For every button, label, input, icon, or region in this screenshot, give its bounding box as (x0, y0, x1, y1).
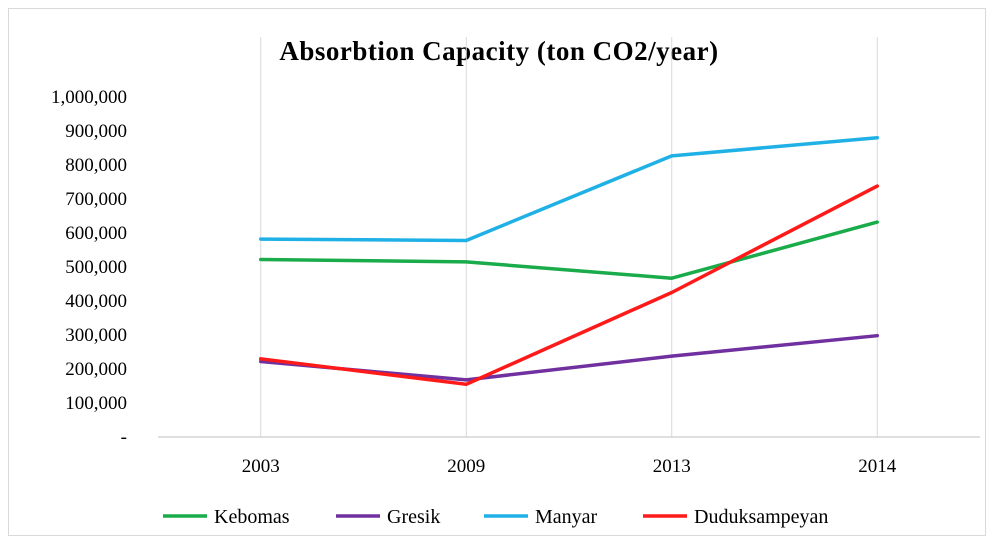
legend-label-manyar: Manyar (535, 506, 598, 528)
y-tick-label: 900,000 (65, 121, 127, 142)
legend-item-gresik: Gresik (336, 506, 440, 528)
legend-label-duduksampeyan: Duduksampeyan (694, 506, 828, 528)
x-tick-label-2013: 2013 (653, 456, 691, 477)
x-tick-label-2014: 2014 (858, 456, 897, 477)
legend-item-kebomas: Kebomas (163, 506, 290, 528)
y-tick-label: 400,000 (65, 291, 127, 312)
y-tick-label: 500,000 (65, 257, 127, 278)
chart-title: Absorbtion Capacity (ton CO2/year) (279, 36, 719, 66)
x-tick-label-2009: 2009 (447, 456, 485, 477)
legend-item-duduksampeyan: Duduksampeyan (643, 506, 828, 528)
y-tick-label: 1,000,000 (51, 87, 127, 108)
y-tick-label: 300,000 (65, 325, 127, 346)
y-tick-label: - (121, 427, 127, 448)
chart-frame (8, 8, 986, 536)
legend-label-kebomas: Kebomas (214, 506, 290, 528)
y-tick-label: 100,000 (65, 393, 127, 414)
series-line-gresik (259, 333, 879, 382)
series-line-duduksampeyan (259, 184, 879, 387)
y-tick-label: 200,000 (65, 359, 127, 380)
y-tick-label: 800,000 (65, 155, 127, 176)
series-line-kebomas (259, 220, 879, 280)
legend-item-manyar: Manyar (484, 506, 598, 528)
legend-label-gresik: Gresik (387, 506, 440, 528)
y-tick-label: 600,000 (65, 223, 127, 244)
y-tick-label: 700,000 (65, 189, 127, 210)
series-line-manyar (259, 136, 879, 243)
x-tick-label-2003: 2003 (242, 456, 280, 477)
